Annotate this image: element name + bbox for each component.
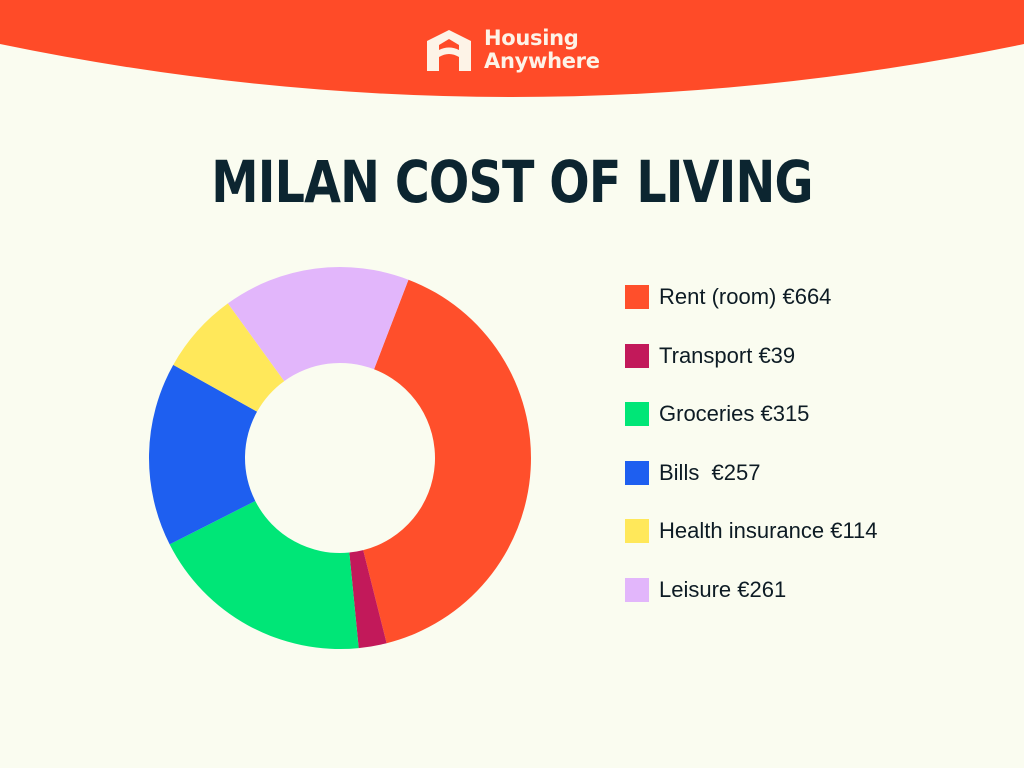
donut-slice-bills[interactable] xyxy=(148,364,258,545)
legend-swatch-bills xyxy=(625,460,649,485)
legend-item-leisure[interactable]: Leisure €261 xyxy=(625,576,1005,635)
legend-swatch-rent-room xyxy=(625,285,649,309)
donut-chart xyxy=(148,267,531,649)
chart-legend: Rent (room) €664 Transport €39 Groceries €… xyxy=(625,283,1005,634)
legend-label-leisure: Leisure €261 xyxy=(659,576,787,602)
housing-anywhere-logo-icon xyxy=(427,30,471,71)
legend-label-groceries: Groceries €315 xyxy=(659,401,810,426)
legend-swatch-groceries xyxy=(625,402,649,426)
donut-slice-leisure[interactable] xyxy=(227,267,409,382)
donut-slice-rent-room[interactable] xyxy=(363,279,531,644)
chart-title: MILAN COST OF LIVING xyxy=(211,148,813,216)
brand-name-line2: Anywhere xyxy=(484,49,600,73)
legend-item-health-insurance[interactable]: Health insurance €114 xyxy=(625,517,1005,576)
donut-slice-transport[interactable] xyxy=(349,550,387,649)
legend-swatch-leisure xyxy=(625,577,649,602)
legend-label-transport: Transport €39 xyxy=(659,342,796,368)
legend-swatch-transport xyxy=(625,343,649,368)
legend-item-transport[interactable]: Transport €39 xyxy=(625,342,1005,401)
brand-name-line1: Housing xyxy=(484,26,579,50)
legend-item-bills[interactable]: Bills €257 xyxy=(625,459,1005,518)
legend-item-groceries[interactable]: Groceries €315 xyxy=(625,400,1005,459)
legend-swatch-health-insurance xyxy=(625,519,649,543)
donut-slice-groceries[interactable] xyxy=(169,500,359,649)
brand-wordmark: Housing Anywhere xyxy=(484,27,600,73)
legend-label-rent-room: Rent (room) €664 xyxy=(659,284,832,309)
donut-slice-health-insurance[interactable] xyxy=(173,303,285,412)
brand-logo[interactable]: Housing Anywhere xyxy=(424,24,600,76)
legend-label-health-insurance: Health insurance €114 xyxy=(659,518,878,543)
header-band xyxy=(0,0,1024,97)
legend-label-bills: Bills €257 xyxy=(659,459,761,485)
legend-item-rent-room[interactable]: Rent (room) €664 xyxy=(625,283,1005,342)
